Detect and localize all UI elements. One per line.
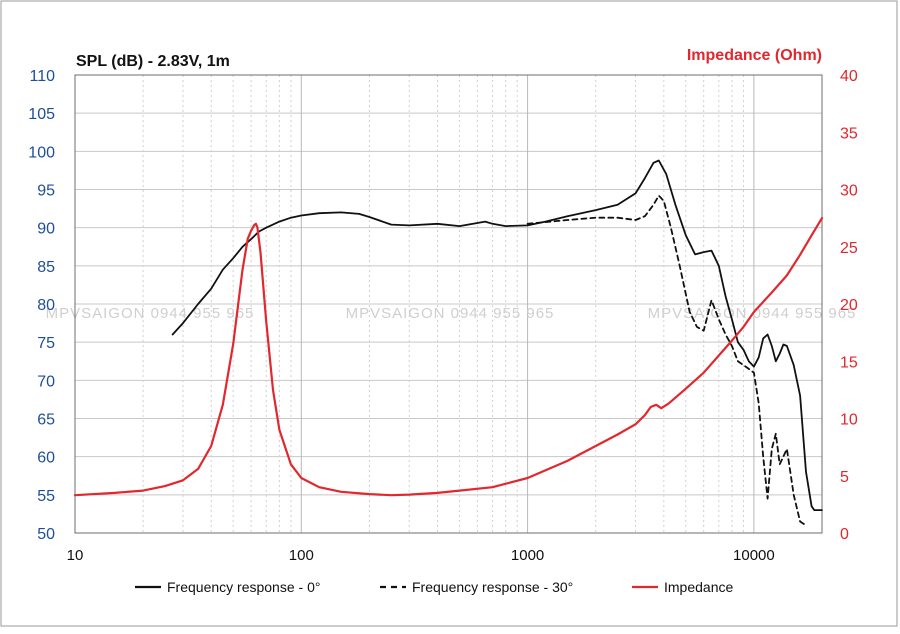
left-y-tick-label: 110 <box>29 68 55 85</box>
watermark: MPVSAIGON 0944 955 965 MPVSAIGON 0944 955… <box>46 305 857 322</box>
right-y-tick-label: 40 <box>840 68 858 85</box>
right-y-tick-label: 35 <box>840 125 858 142</box>
right-y-tick-label: 30 <box>840 183 858 200</box>
series-line-1 <box>526 194 807 527</box>
axes: 10 100 1000 1000011010510095908580757065605… <box>28 68 858 564</box>
left-y-tick-label: 85 <box>37 259 55 276</box>
series-line-0 <box>171 159 823 511</box>
right-y-tick-label: 10 <box>840 412 858 429</box>
series-line-2 <box>73 217 824 497</box>
series <box>73 159 824 527</box>
left-y-tick-label: 100 <box>28 144 55 161</box>
left-y-tick-label: 105 <box>28 106 55 123</box>
left-y-tick-label: 80 <box>37 297 55 314</box>
left-y-tick-label: 60 <box>37 450 55 467</box>
legend-label-1: Frequency response - 30° <box>412 579 573 595</box>
left-y-tick-label: 65 <box>37 412 55 429</box>
legend-label-2: Impedance <box>664 579 733 595</box>
right-axis-title: Impedance (Ohm) <box>687 47 822 64</box>
left-y-tick-label: 95 <box>37 183 55 200</box>
x-tick-label: 100 <box>289 547 314 564</box>
legend: Frequency response - 0° Frequency respons… <box>135 579 733 595</box>
right-y-tick-label: 25 <box>840 240 858 257</box>
legend-label-0: Frequency response - 0° <box>167 579 320 595</box>
watermark-text: MPVSAIGON 0944 955 965 <box>346 305 555 322</box>
watermark-text: MPVSAIGON 0944 955 965 <box>46 305 255 322</box>
x-tick-label: 1000 <box>511 547 544 564</box>
left-y-tick-label: 75 <box>37 335 55 352</box>
left-y-tick-label: 90 <box>37 221 55 238</box>
left-y-tick-label: 50 <box>37 526 55 543</box>
x-tick-label: 10 <box>67 547 84 564</box>
plot-area-frame <box>74 74 823 534</box>
left-y-tick-label: 55 <box>37 488 55 505</box>
right-y-tick-label: 20 <box>840 297 858 314</box>
watermark-text: MPVSAIGON 0944 955 965 <box>648 305 857 322</box>
left-axis-title: SPL (dB) - 2.83V, 1m <box>76 53 230 70</box>
right-y-tick-label: 5 <box>840 469 849 486</box>
right-y-tick-label: 15 <box>840 354 858 371</box>
x-tick-label: 10000 <box>733 547 775 564</box>
left-y-tick-label: 70 <box>37 373 55 390</box>
right-y-tick-label: 0 <box>840 526 849 543</box>
